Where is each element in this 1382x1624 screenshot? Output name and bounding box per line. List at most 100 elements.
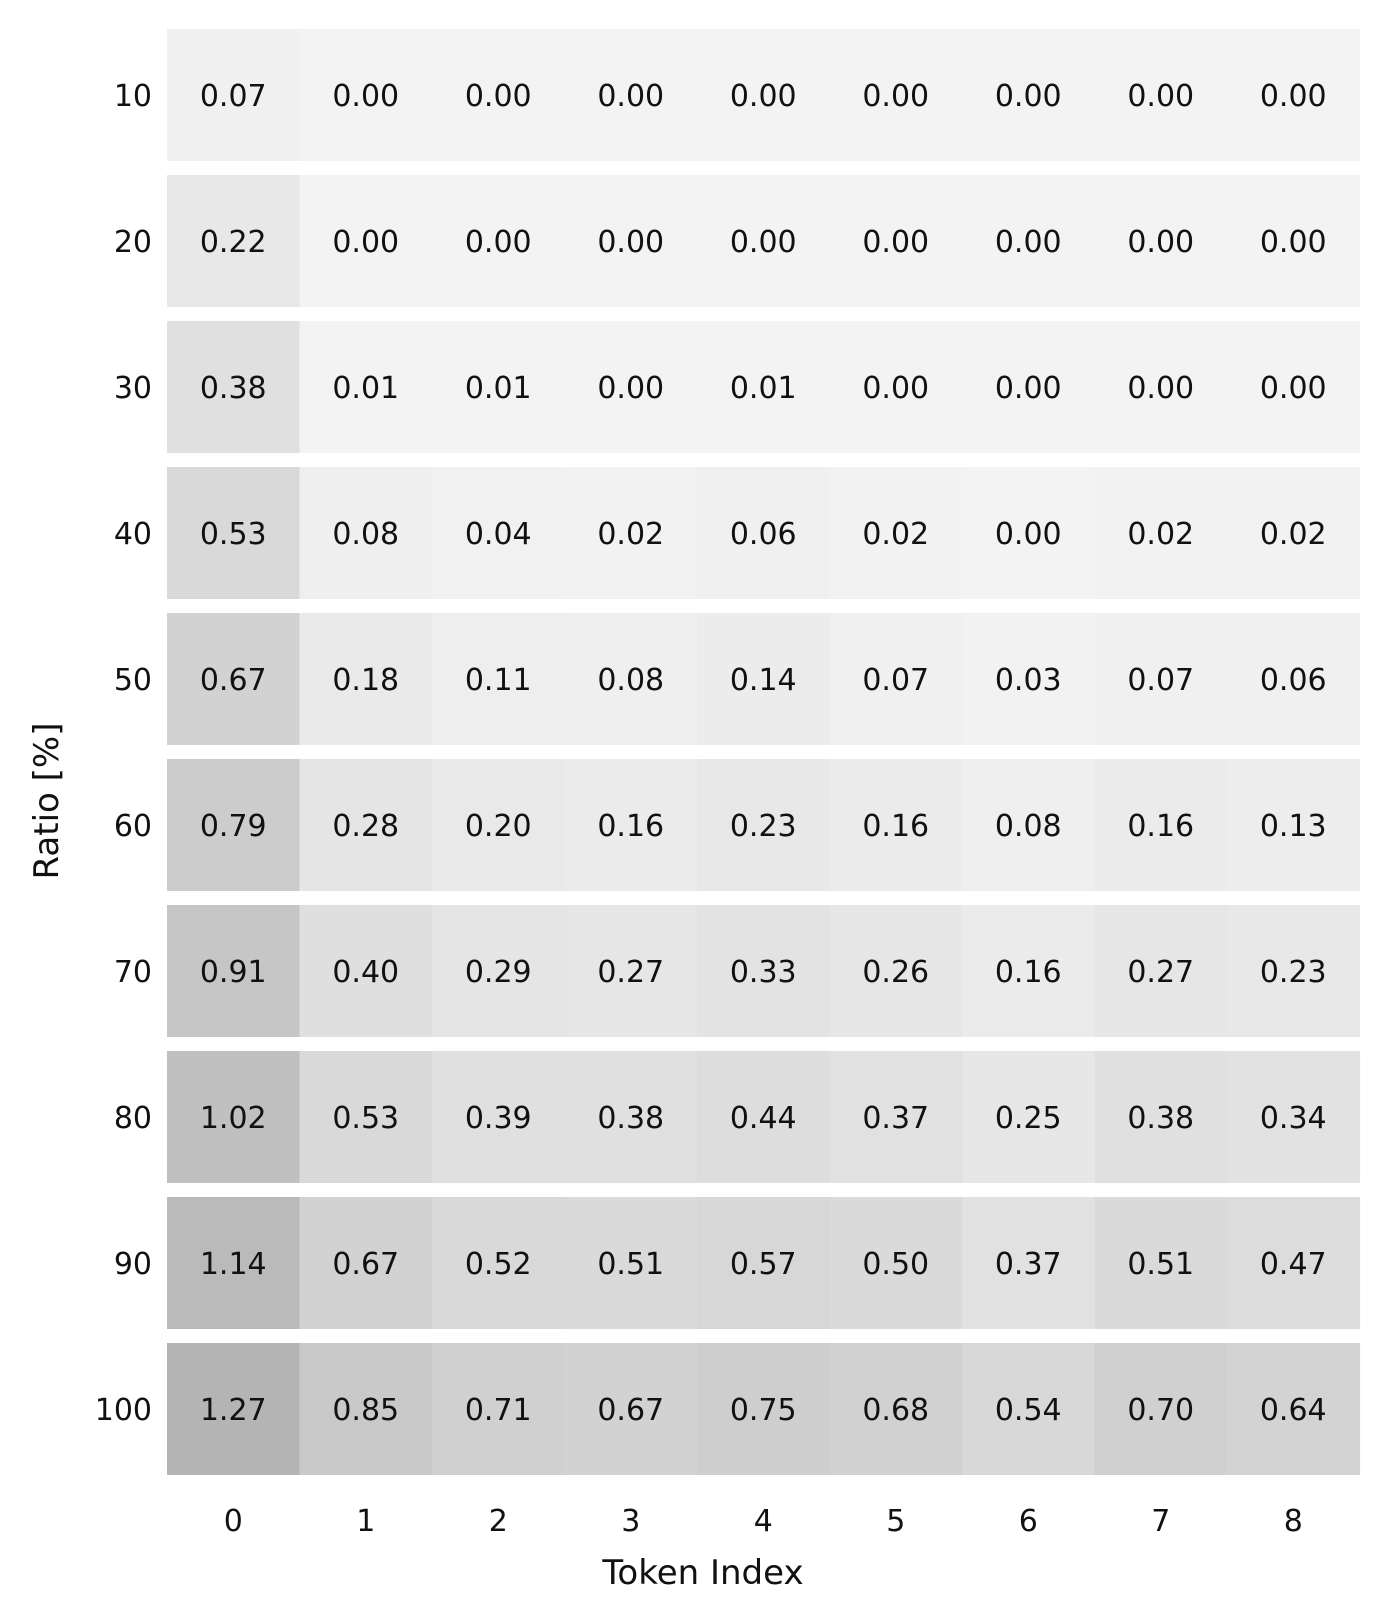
- cell-value-label: 0.13: [1260, 809, 1327, 844]
- cell-value-label: 0.67: [200, 663, 267, 698]
- cell-value-label: 0.08: [597, 663, 664, 698]
- cell-value-label: 0.51: [597, 1247, 664, 1282]
- cell-value-label: 0.67: [332, 1247, 399, 1282]
- cell-value-label: 0.54: [995, 1393, 1062, 1428]
- cell-value-label: 0.00: [862, 371, 929, 406]
- cell-value-label: 1.02: [200, 1101, 267, 1136]
- cell-value-label: 0.03: [995, 663, 1062, 698]
- cell-value-label: 0.20: [465, 809, 532, 844]
- cell-value-label: 0.71: [465, 1393, 532, 1428]
- cell-value-label: 0.00: [995, 79, 1062, 114]
- cell-value-label: 0.27: [597, 955, 664, 990]
- x-tick-label: 2: [489, 1504, 508, 1539]
- cell-value-label: 0.00: [730, 225, 797, 260]
- cell-value-label: 0.79: [200, 809, 267, 844]
- cell-value-label: 0.00: [730, 79, 797, 114]
- cell-value-label: 0.29: [465, 955, 532, 990]
- cell-value-label: 0.52: [465, 1247, 532, 1282]
- cell-value-label: 0.06: [730, 517, 797, 552]
- cell-value-label: 0.00: [1260, 371, 1327, 406]
- cell-value-label: 0.00: [465, 79, 532, 114]
- cell-value-label: 0.38: [200, 371, 267, 406]
- cell-value-label: 0.02: [862, 517, 929, 552]
- cell-value-label: 0.40: [332, 955, 399, 990]
- cell-value-label: 0.02: [1260, 517, 1327, 552]
- y-tick-label: 60: [114, 809, 152, 844]
- cell-value-label: 0.00: [1127, 371, 1194, 406]
- cell-value-label: 0.04: [465, 517, 532, 552]
- cell-value-label: 0.11: [465, 663, 532, 698]
- cell-value-label: 0.22: [200, 225, 267, 260]
- y-tick-label: 30: [114, 371, 152, 406]
- cell-value-label: 0.16: [1127, 809, 1194, 844]
- cell-value-label: 0.26: [862, 955, 929, 990]
- y-tick-label: 100: [95, 1393, 152, 1428]
- cell-value-label: 0.75: [730, 1393, 797, 1428]
- cell-value-label: 0.08: [995, 809, 1062, 844]
- cell-value-label: 0.01: [332, 371, 399, 406]
- cell-value-label: 0.16: [862, 809, 929, 844]
- cell-value-label: 0.85: [332, 1393, 399, 1428]
- cell-value-label: 0.18: [332, 663, 399, 698]
- x-tick-label: 6: [1019, 1504, 1038, 1539]
- cell-value-label: 1.14: [200, 1247, 267, 1282]
- cell-value-label: 0.67: [597, 1393, 664, 1428]
- cell-value-label: 0.00: [597, 225, 664, 260]
- y-tick-label: 70: [114, 955, 152, 990]
- cell-value-label: 0.23: [730, 809, 797, 844]
- y-tick-label: 50: [114, 663, 152, 698]
- heatmap-cells: 0.07 0.00 0.00 0.00 0.00 0.00 0.00 0.00 0.00 0.22…: [167, 29, 1360, 1475]
- cell-value-label: 0.00: [465, 225, 532, 260]
- y-axis-label: Ratio [%]: [27, 723, 67, 880]
- cell-value-label: 0.00: [862, 79, 929, 114]
- cell-value-label: 0.16: [995, 955, 1062, 990]
- y-tick-label: 40: [114, 517, 152, 552]
- y-tick-label: 10: [114, 79, 152, 114]
- cell-value-label: 0.50: [862, 1247, 929, 1282]
- cell-value-label: 0.39: [465, 1101, 532, 1136]
- cell-value-label: 0.53: [200, 517, 267, 552]
- cell-value-label: 0.00: [862, 225, 929, 260]
- cell-value-label: 0.06: [1260, 663, 1327, 698]
- cell-value-label: 0.02: [1127, 517, 1194, 552]
- cell-value-label: 0.28: [332, 809, 399, 844]
- cell-value-label: 0.64: [1260, 1393, 1327, 1428]
- cell-value-label: 0.68: [862, 1393, 929, 1428]
- cell-value-label: 0.00: [1260, 79, 1327, 114]
- cell-value-label: 0.53: [332, 1101, 399, 1136]
- x-tick-label: 8: [1284, 1504, 1303, 1539]
- x-tick-label: 7: [1151, 1504, 1170, 1539]
- x-tick-label: 5: [886, 1504, 905, 1539]
- cell-value-label: 0.70: [1127, 1393, 1194, 1428]
- x-axis-ticks: 0 1 2 3 4 5 6 7 8: [224, 1504, 1303, 1539]
- cell-value-label: 0.00: [995, 371, 1062, 406]
- cell-value-label: 0.51: [1127, 1247, 1194, 1282]
- x-axis-label: Token Index: [601, 1553, 803, 1593]
- cell-value-label: 0.47: [1260, 1247, 1327, 1282]
- cell-value-label: 0.27: [1127, 955, 1194, 990]
- cell-value-label: 0.44: [730, 1101, 797, 1136]
- cell-value-label: 0.00: [1127, 225, 1194, 260]
- x-tick-label: 3: [621, 1504, 640, 1539]
- cell-value-label: 0.38: [1127, 1101, 1194, 1136]
- cell-value-label: 0.00: [1127, 79, 1194, 114]
- cell-value-label: 0.00: [332, 79, 399, 114]
- cell-value-label: 0.07: [1127, 663, 1194, 698]
- cell-value-label: 0.07: [862, 663, 929, 698]
- x-tick-label: 4: [754, 1504, 773, 1539]
- cell-value-label: 0.91: [200, 955, 267, 990]
- cell-value-label: 0.00: [995, 517, 1062, 552]
- x-tick-label: 1: [356, 1504, 375, 1539]
- cell-value-label: 0.34: [1260, 1101, 1327, 1136]
- cell-value-label: 0.01: [465, 371, 532, 406]
- y-tick-label: 90: [114, 1247, 152, 1282]
- y-axis-ticks: 102030405060708090100: [95, 79, 152, 1428]
- cell-value-label: 0.16: [597, 809, 664, 844]
- cell-value-label: 0.00: [1260, 225, 1327, 260]
- cell-value-label: 0.01: [730, 371, 797, 406]
- cell-value-label: 0.57: [730, 1247, 797, 1282]
- y-tick-label: 80: [114, 1101, 152, 1136]
- cell-value-label: 0.00: [995, 225, 1062, 260]
- cell-value-label: 0.08: [332, 517, 399, 552]
- cell-value-label: 0.07: [200, 79, 267, 114]
